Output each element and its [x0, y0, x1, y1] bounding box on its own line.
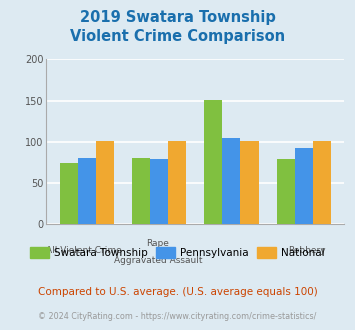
Bar: [277, 159, 295, 224]
Bar: [313, 141, 331, 224]
Text: Robbery: Robbery: [288, 246, 326, 255]
Text: 2019 Swatara Township
Violent Crime Comparison: 2019 Swatara Township Violent Crime Comp…: [70, 10, 285, 44]
Legend: Swatara Township, Pennsylvania, National: Swatara Township, Pennsylvania, National: [26, 243, 329, 262]
Bar: [96, 141, 114, 224]
Bar: [60, 162, 78, 224]
Text: © 2024 CityRating.com - https://www.cityrating.com/crime-statistics/: © 2024 CityRating.com - https://www.city…: [38, 312, 317, 321]
Text: All Violent Crime: All Violent Crime: [45, 246, 121, 255]
Text: Rape: Rape: [147, 239, 169, 248]
Bar: [78, 157, 96, 224]
Bar: [150, 159, 168, 224]
Bar: [222, 138, 240, 224]
Bar: [240, 141, 258, 224]
Text: Compared to U.S. average. (U.S. average equals 100): Compared to U.S. average. (U.S. average …: [38, 287, 317, 297]
Text: Aggravated Assault: Aggravated Assault: [114, 256, 202, 265]
Bar: [204, 100, 222, 224]
Bar: [132, 158, 150, 224]
Bar: [295, 148, 313, 224]
Bar: [168, 141, 186, 224]
